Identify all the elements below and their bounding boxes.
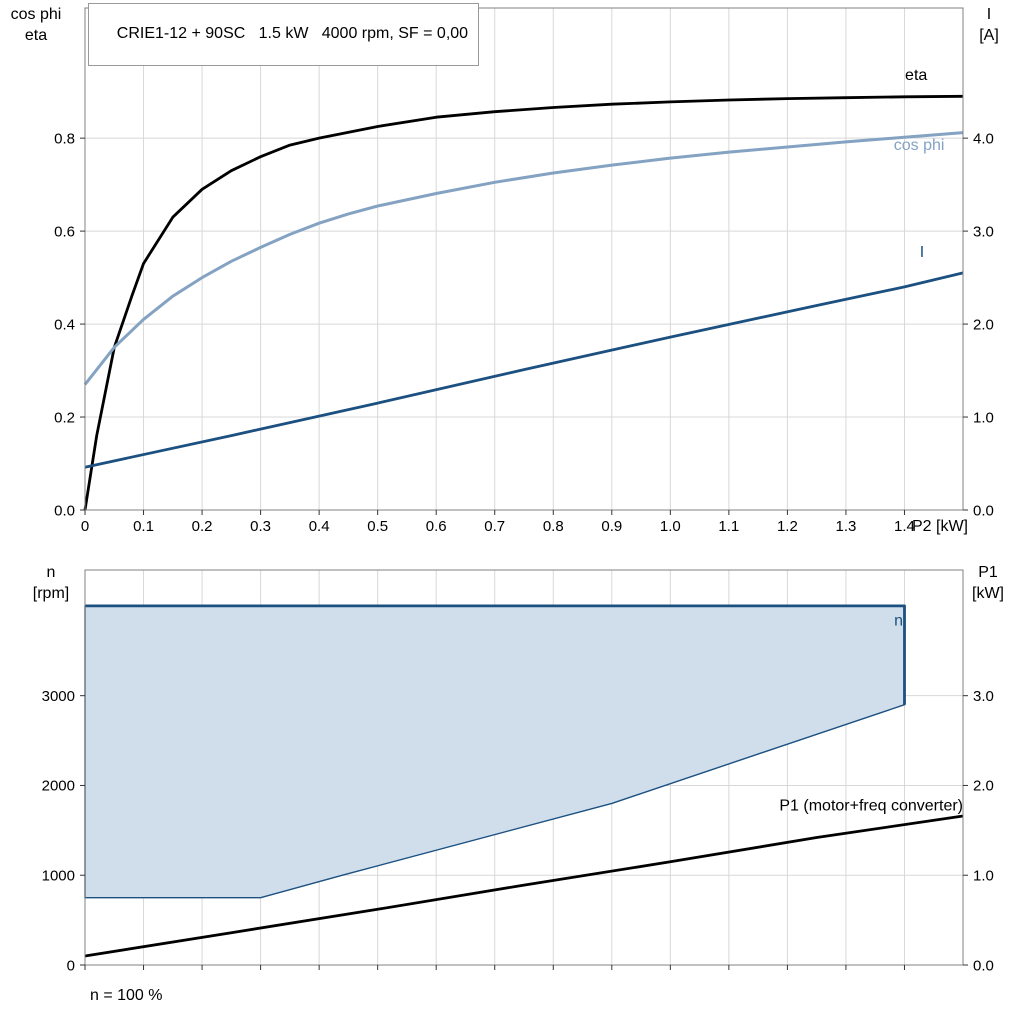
n-curve	[85, 604, 906, 705]
y-left-tick-label: 0.2	[54, 409, 75, 426]
y-right-tick-label: 2.0	[973, 316, 994, 333]
axis-title-p1: P1	[978, 564, 998, 581]
x-tick-label: 1.2	[777, 518, 798, 535]
eta-label: eta	[905, 67, 927, 84]
x-axis-label: P2 [kW]	[912, 518, 968, 535]
axis-title-bottom-left: n [rpm]	[18, 562, 84, 604]
axis-title-cos-phi: cos phi	[10, 6, 62, 23]
x-tick-label: 0.8	[543, 518, 564, 535]
x-tick-label: 1.0	[660, 518, 681, 535]
y-left-tick-label: 0	[67, 957, 75, 974]
x-tick-label: 0.2	[192, 518, 213, 535]
axis-title-speed: n	[46, 564, 56, 581]
n-label: n	[894, 613, 903, 630]
P1-curve	[84, 814, 964, 958]
axis-title-speed-unit: [rpm]	[32, 585, 70, 602]
y-left-tick-label: 2000	[42, 778, 75, 795]
y-right-tick-label: 2.0	[973, 778, 994, 795]
I-label: I	[920, 244, 924, 261]
axis-title-top-right: I [A]	[966, 4, 1012, 46]
y-left-tick-label: 1000	[42, 867, 75, 884]
bottom-chart: 0 1000 2000 3000 0.0 1.0 2.0 3.0 n P1 (motor+freq…	[42, 569, 994, 974]
x-tick-label: 0.5	[367, 518, 388, 535]
top-chart: 0 0.1 0.2 0.3 0.4 0.5 0.6 0.7 0.8 0.9 1.0 1.1 1.2 1.3…	[54, 7, 994, 535]
eta-curve	[83, 94, 964, 511]
cos-phi-label: cos phi	[894, 137, 945, 154]
axis-title-top-left: cos phi eta	[4, 4, 68, 46]
x-tick-label: 1.3	[836, 518, 857, 535]
P1-label: P1 (motor+freq converter)	[779, 798, 963, 815]
x-tick-label: 0.6	[426, 518, 447, 535]
y-right-tick-label: 3.0	[973, 688, 994, 705]
axis-title-eta: eta	[24, 27, 48, 44]
y-left-tick-label: 0.6	[54, 223, 75, 240]
x-tick-label: 0.7	[484, 518, 505, 535]
axis-title-current-unit: [A]	[979, 27, 999, 44]
x-tick-label: 1.1	[718, 518, 739, 535]
I-curve	[84, 271, 964, 469]
x-tick-label: 0.4	[309, 518, 330, 535]
y-right-tick-label: 1.0	[973, 409, 994, 426]
x-tick-label: 0.1	[133, 518, 154, 535]
y-right-tick-label: 0.0	[973, 502, 994, 519]
chart-title: CRIE1-12 + 90SC 1.5 kW 4000 rpm, SF = 0,…	[116, 25, 469, 42]
y-left-tick-label: 0.8	[54, 130, 75, 147]
x-tick-label: 0	[81, 518, 89, 535]
x-tick-label: 1.4	[894, 518, 915, 535]
chart-title-box: CRIE1-12 + 90SC 1.5 kW 4000 rpm, SF = 0,…	[88, 3, 480, 66]
speed-note: n = 100 %	[90, 987, 163, 1004]
cos-phi-curve	[83, 131, 964, 386]
axis-title-current: I	[986, 6, 992, 23]
plot-border	[84, 7, 964, 511]
x-tick-label: 0.9	[601, 518, 622, 535]
y-left-tick-label: 3000	[42, 688, 75, 705]
x-tick-label: 0.3	[250, 518, 271, 535]
axis-title-p1-unit: [kW]	[972, 585, 1004, 602]
y-left-tick-label: 0.0	[54, 502, 75, 519]
y-right-tick-label: 0.0	[973, 957, 994, 974]
axis-title-bottom-right: P1 [kW]	[962, 562, 1014, 604]
y-right-tick-label: 4.0	[973, 130, 994, 147]
y-left-tick-label: 0.4	[54, 316, 75, 333]
plot-border	[84, 569, 964, 966]
y-right-tick-label: 1.0	[973, 867, 994, 884]
y-right-tick-label: 3.0	[973, 223, 994, 240]
